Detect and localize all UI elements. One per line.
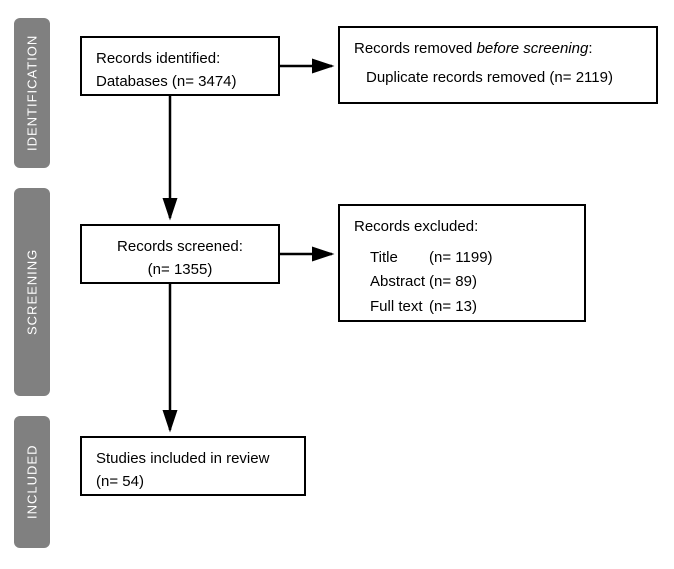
arrows-layer	[0, 0, 674, 569]
